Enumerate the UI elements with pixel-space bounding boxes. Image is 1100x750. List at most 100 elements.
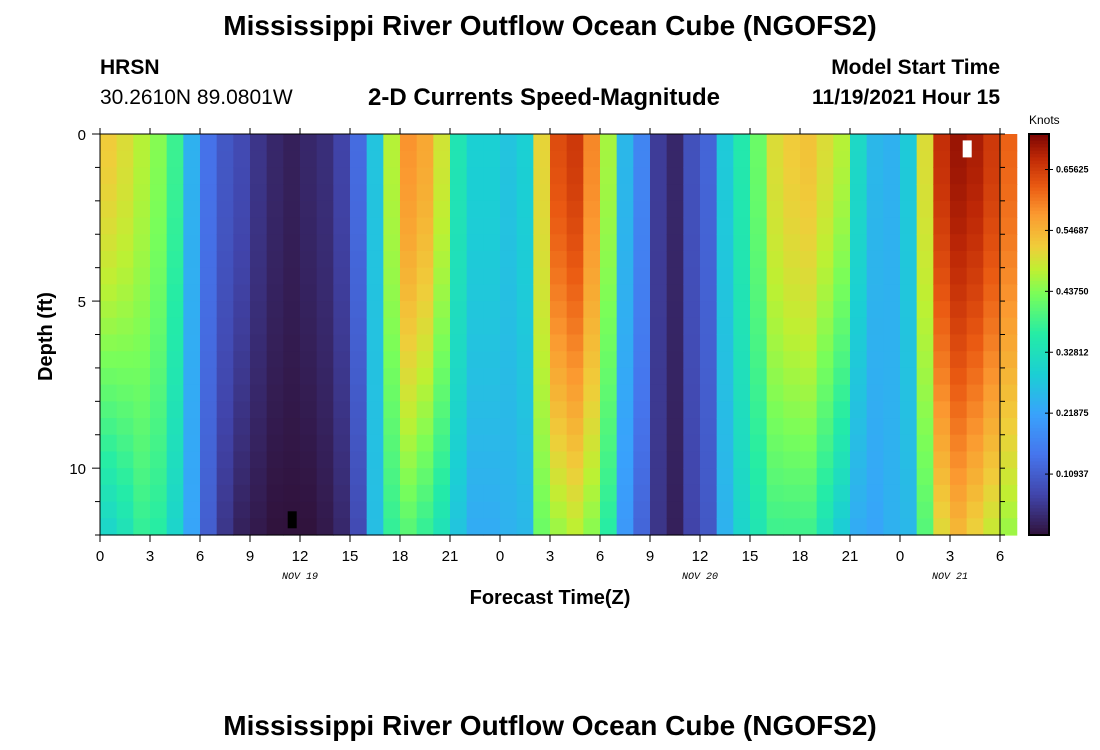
heatmap-cell	[316, 501, 334, 519]
heatmap-cell	[833, 134, 851, 152]
heatmap-cell	[916, 367, 934, 386]
heatmap-cell	[733, 334, 751, 352]
heatmap-cell	[716, 301, 734, 319]
heatmap-cell	[216, 167, 234, 185]
x-tick-label: 6	[196, 548, 204, 565]
heatmap-cell	[150, 367, 168, 386]
heatmap-cell	[350, 434, 368, 453]
heatmap-cell	[900, 184, 918, 202]
heatmap-cell	[650, 134, 668, 152]
heatmap-cell	[500, 501, 518, 519]
heatmap-cell	[983, 267, 1001, 285]
heatmap-cell	[466, 234, 484, 252]
heatmap-cell	[516, 401, 534, 419]
heatmap-cell	[1000, 267, 1018, 285]
heatmap-cell	[633, 401, 651, 419]
date-label: NOV 20	[682, 572, 718, 583]
heatmap-cell	[400, 418, 418, 436]
heatmap-cell	[133, 518, 151, 536]
heatmap-cell	[700, 484, 718, 503]
heatmap-cell	[483, 451, 501, 469]
heatmap-cell	[416, 484, 434, 503]
heatmap-cell	[633, 434, 651, 453]
heatmap-cell	[900, 250, 918, 269]
heatmap-cell	[566, 451, 584, 469]
colorbar-segment	[1029, 461, 1049, 466]
heatmap-cell	[300, 334, 318, 352]
heatmap-cell	[1000, 418, 1018, 436]
heatmap-cell	[600, 284, 618, 302]
heatmap-cell	[983, 284, 1001, 302]
heatmap-cell	[583, 200, 601, 219]
heatmap-cell	[816, 351, 834, 369]
heatmap-cell	[550, 367, 568, 386]
heatmap-cell	[266, 150, 284, 169]
heatmap-cell	[366, 501, 384, 519]
colorbar-segment	[1029, 474, 1049, 479]
heatmap-cell	[883, 317, 901, 336]
heatmap-cell	[850, 234, 868, 252]
heatmap-cell	[766, 301, 784, 319]
heatmap-cell	[916, 501, 934, 519]
heatmap-cell	[416, 384, 434, 402]
heatmap-cell	[433, 134, 451, 152]
colorbar-segment	[1029, 424, 1049, 429]
heatmap-cell	[566, 401, 584, 419]
heatmap-cell	[266, 334, 284, 352]
heatmap-cell	[916, 351, 934, 369]
heatmap-cell	[933, 217, 951, 235]
heatmap-cell	[883, 384, 901, 402]
heatmap-cell	[700, 401, 718, 419]
heatmap-cell	[516, 317, 534, 336]
heatmap-cell	[250, 317, 268, 336]
heatmap-cell	[433, 184, 451, 202]
heatmap-cell	[316, 418, 334, 436]
heatmap-cell	[733, 167, 751, 185]
heatmap-cell	[1000, 184, 1018, 202]
heatmap-cell	[416, 217, 434, 235]
heatmap-cell	[716, 184, 734, 202]
heatmap-cell	[450, 234, 468, 252]
heatmap-cell	[616, 501, 634, 519]
heatmap-cell	[483, 484, 501, 503]
heatmap-cell	[633, 250, 651, 269]
heatmap-cell	[683, 484, 701, 503]
heatmap-cell	[383, 267, 401, 285]
heatmap-cell	[933, 468, 951, 486]
heatmap-cell	[150, 351, 168, 369]
heatmap-cell	[550, 184, 568, 202]
heatmap-cell	[550, 334, 568, 352]
heatmap-cell	[983, 468, 1001, 486]
heatmap-cell	[883, 150, 901, 169]
heatmap-cell	[466, 401, 484, 419]
heatmap-cell	[333, 484, 351, 503]
heatmap-cell	[616, 351, 634, 369]
heatmap-cell	[650, 301, 668, 319]
heatmap-cell	[933, 134, 951, 152]
heatmap-cell	[533, 217, 551, 235]
heatmap-cell	[600, 351, 618, 369]
heatmap-cell	[1000, 234, 1018, 252]
station-name: HRSN	[100, 56, 160, 79]
heatmap-cell	[866, 234, 884, 252]
heatmap-cell	[716, 351, 734, 369]
heatmap-cell	[250, 501, 268, 519]
heatmap-cell	[366, 267, 384, 285]
heatmap-cell	[800, 418, 818, 436]
heatmap-cell	[400, 184, 418, 202]
heatmap-cell	[550, 150, 568, 169]
heatmap-cell	[383, 484, 401, 503]
heatmap-cell	[200, 384, 218, 402]
heatmap-cell	[566, 351, 584, 369]
heatmap-cell	[166, 250, 184, 269]
heatmap-cell	[300, 217, 318, 235]
colorbar-segment	[1029, 247, 1049, 252]
heatmap-cell	[616, 434, 634, 453]
heatmap-cell	[916, 434, 934, 453]
heatmap-cell	[183, 418, 201, 436]
heatmap-cell	[600, 434, 618, 453]
colorbar-segment	[1029, 260, 1049, 265]
heatmap-cell	[633, 184, 651, 202]
heatmap-cell	[683, 250, 701, 269]
heatmap-cell	[950, 384, 968, 402]
